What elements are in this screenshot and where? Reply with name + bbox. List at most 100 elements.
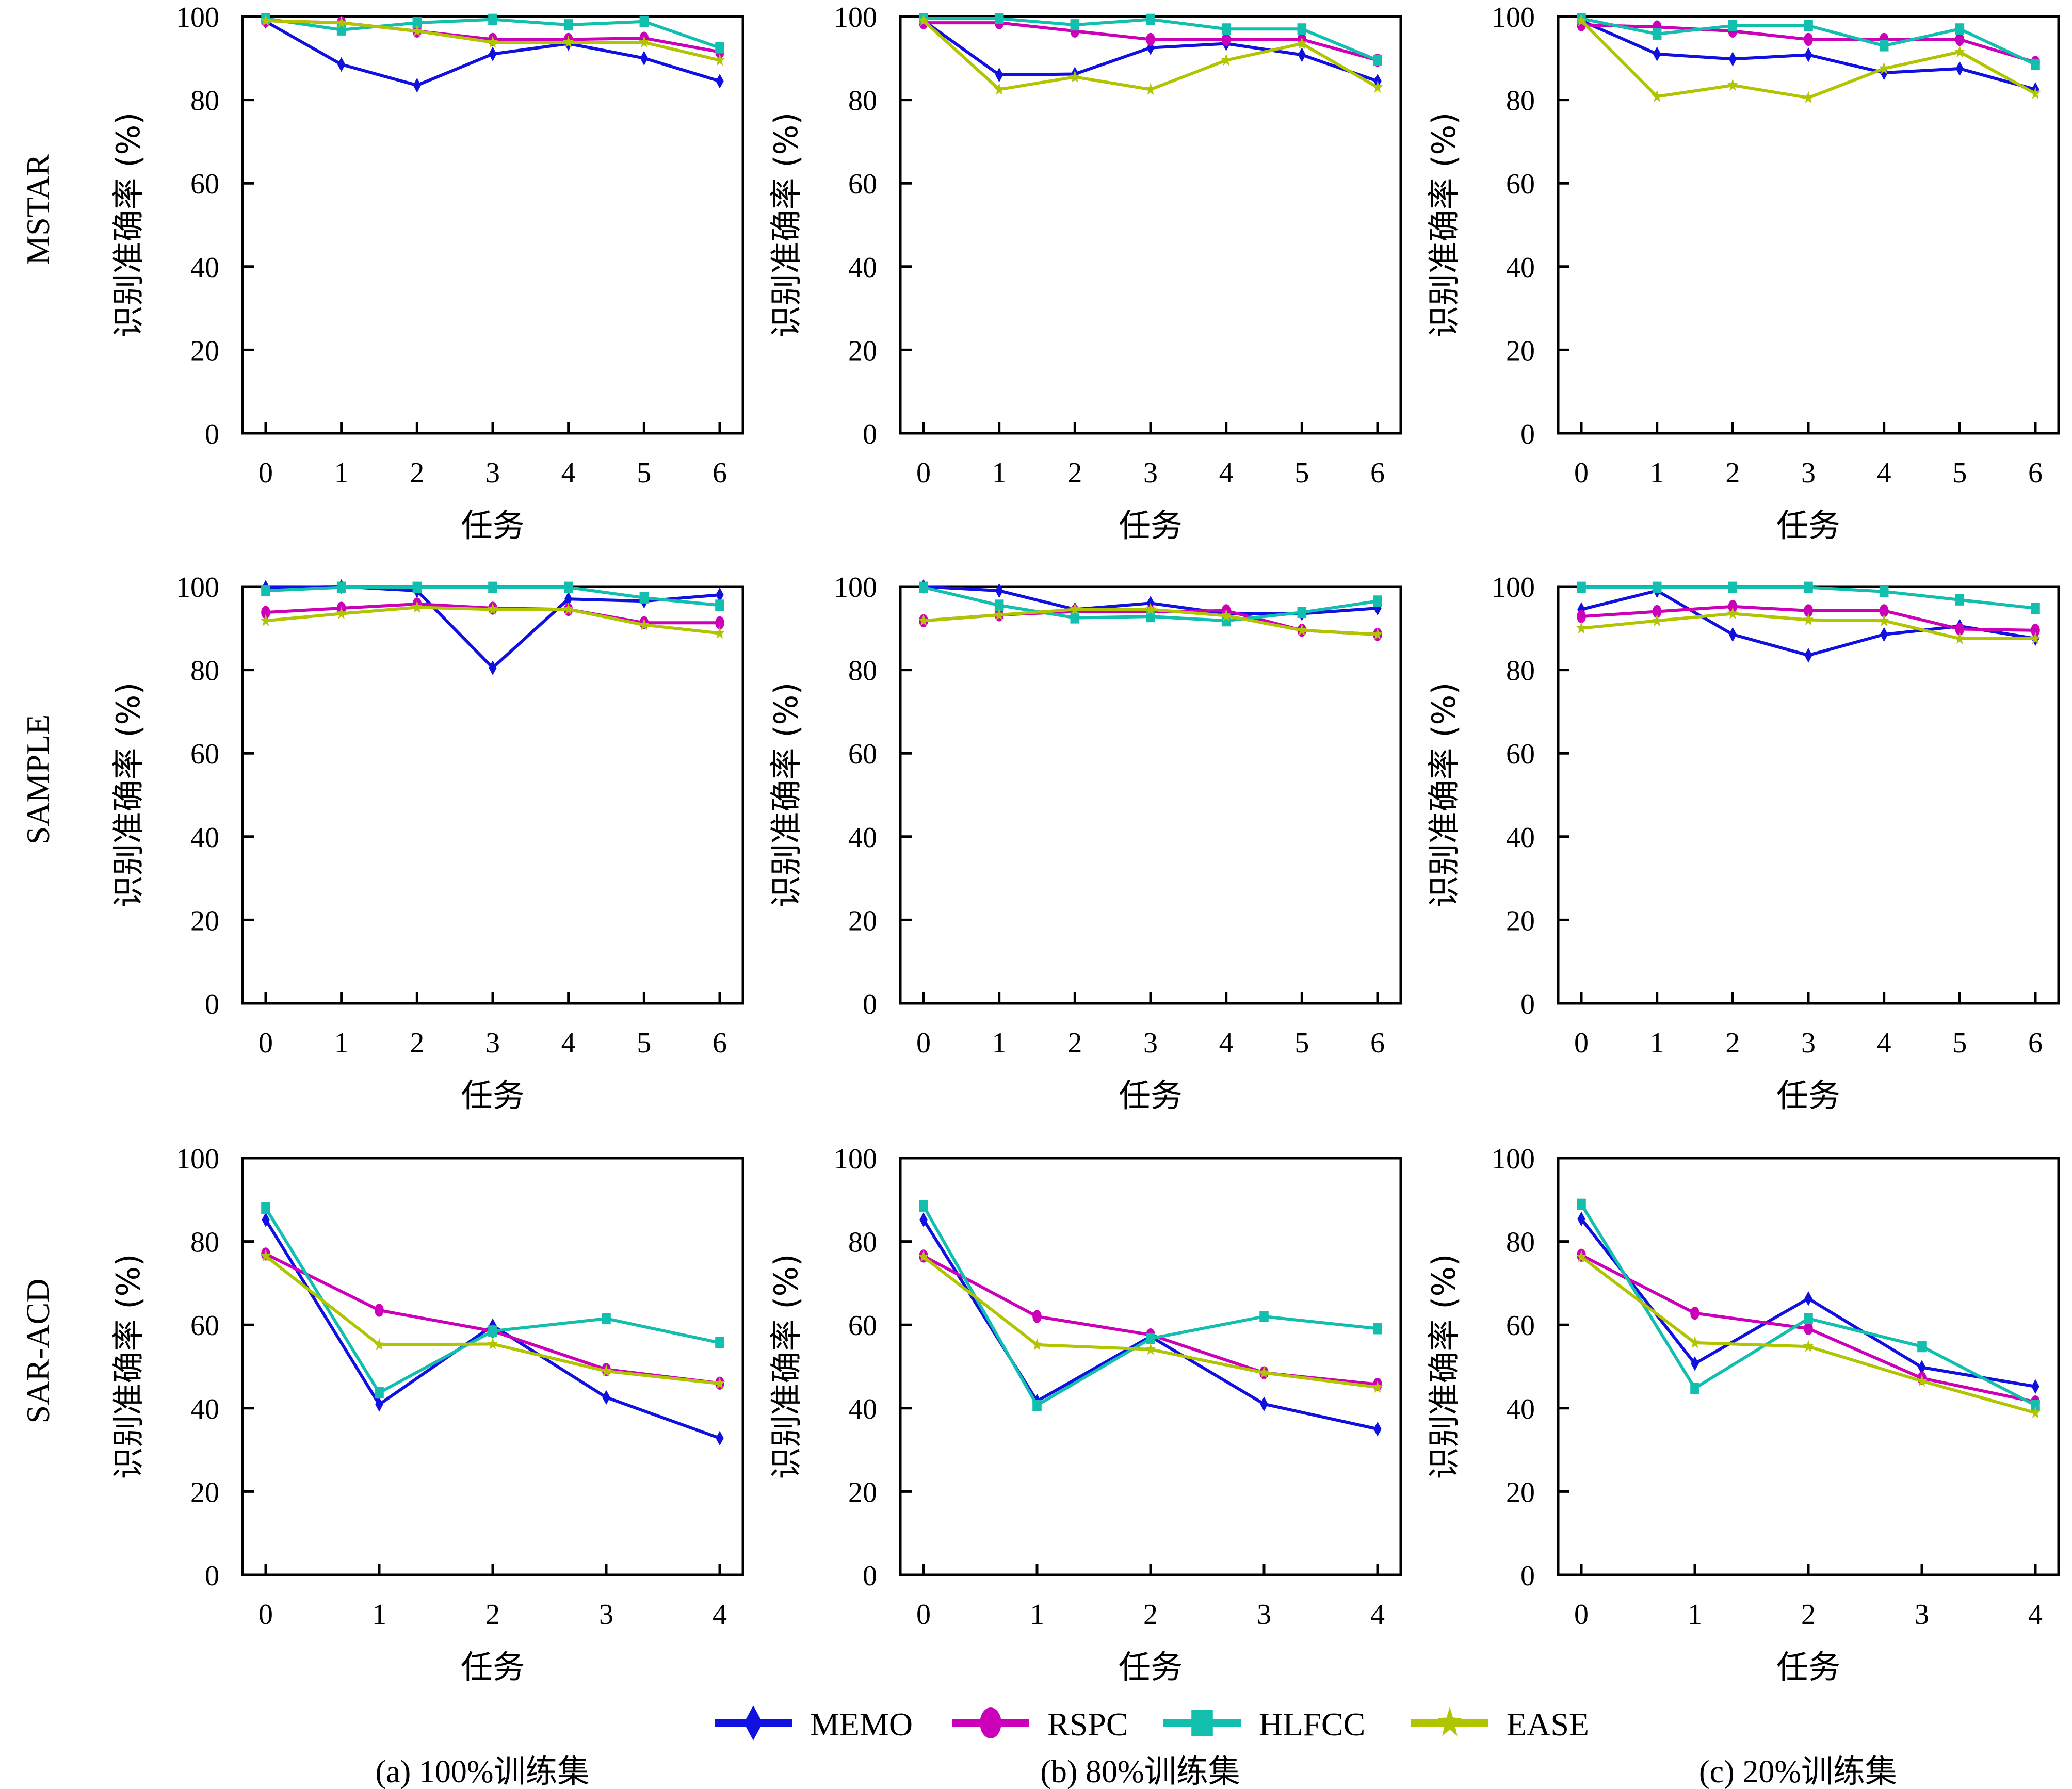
y-axis-title: 识别准确率 (%) — [1425, 112, 1463, 338]
x-tick-label: 3 — [599, 1599, 613, 1631]
data-point-memo — [337, 57, 346, 72]
y-tick-label: 20 — [190, 1476, 219, 1508]
data-point-memo — [1146, 40, 1155, 55]
y-tick-label: 100 — [176, 1143, 219, 1175]
data-point-rspc — [1804, 32, 1813, 46]
data-point-hlfcc — [1879, 586, 1889, 597]
data-point-ease — [336, 607, 347, 620]
y-tick-label: 100 — [176, 2, 219, 34]
chart-panel-sar-acd-b: 0 20 40 60 80 100 0 1 2 3 4 任务 识别准确率 (%) — [767, 1143, 1402, 1686]
row-label-mstar: MSTAR — [20, 154, 56, 265]
data-point-ease — [1803, 613, 1814, 626]
x-tick-label: 6 — [713, 457, 727, 489]
legend-item-hlfcc: HLFCC — [1163, 1706, 1365, 1743]
series-ease — [918, 13, 1383, 95]
y-tick-label: 0 — [863, 1560, 877, 1592]
x-tick-label: 1 — [992, 1027, 1007, 1059]
data-point-ease — [639, 35, 650, 48]
x-tick-label: 0 — [1574, 457, 1589, 489]
y-tick-label: 0 — [1520, 418, 1535, 450]
data-point-hlfcc — [1146, 611, 1155, 623]
data-point-hlfcc — [602, 1313, 611, 1325]
x-tick-label: 4 — [1877, 457, 1891, 489]
x-tick-label: 5 — [1952, 457, 1967, 489]
x-tick-label: 2 — [410, 457, 424, 489]
data-point-hlfcc — [1221, 23, 1231, 35]
data-point-ease — [412, 600, 423, 613]
data-point-hlfcc — [1577, 1198, 1586, 1210]
data-point-ease — [2030, 1406, 2041, 1419]
data-point-rspc — [375, 1304, 384, 1317]
data-point-hlfcc — [715, 1337, 724, 1348]
data-point-ease — [1576, 1250, 1587, 1263]
series-hlfcc — [261, 581, 724, 611]
data-point-hlfcc — [563, 581, 573, 593]
x-tick-label: 6 — [2028, 457, 2043, 489]
data-point-ease — [714, 1376, 725, 1389]
data-point-hlfcc — [994, 13, 1004, 25]
y-tick-label: 40 — [1506, 1393, 1535, 1425]
y-tick-label: 100 — [176, 572, 219, 604]
x-tick-label: 4 — [713, 1599, 727, 1631]
series-ease — [260, 13, 725, 66]
legend-item-rspc: RSPC — [952, 1706, 1128, 1743]
series-hlfcc — [919, 1200, 1382, 1411]
y-tick-label: 40 — [190, 1393, 219, 1425]
y-tick-label: 80 — [848, 85, 877, 117]
y-tick-label: 20 — [1506, 1476, 1535, 1508]
data-point-rspc — [1728, 600, 1738, 613]
y-tick-label: 60 — [848, 738, 877, 770]
chart-panel-sample-b: 0 20 40 60 80 100 0 1 2 3 4 5 6 任务 识别准确率 (%) — [767, 572, 1402, 1114]
data-point-ease — [1954, 45, 1965, 58]
y-tick-label: 40 — [848, 822, 877, 854]
data-point-ease — [1689, 1336, 1701, 1348]
y-tick-label: 60 — [1506, 738, 1535, 770]
series-memo — [1577, 1211, 2039, 1394]
data-point-memo — [1880, 627, 1888, 642]
data-point-memo — [1653, 46, 1661, 62]
x-tick-label: 0 — [916, 457, 931, 489]
x-axis-title: 任务 — [1776, 507, 1840, 544]
x-tick-label: 6 — [1370, 457, 1385, 489]
x-tick-label: 0 — [1574, 1599, 1589, 1631]
x-tick-label: 5 — [1294, 457, 1309, 489]
data-point-hlfcc — [1652, 581, 1662, 593]
data-point-hlfcc — [1917, 1341, 1927, 1353]
x-axis-title: 任务 — [1119, 1077, 1183, 1114]
data-point-hlfcc — [1804, 20, 1813, 31]
legend-label: EASE — [1507, 1706, 1589, 1743]
data-point-ease — [601, 1364, 612, 1377]
chart-panel-mstar-c: 0 20 40 60 80 100 0 1 2 3 4 5 6 任务 识别准确率 (%) — [1425, 2, 2060, 544]
x-tick-label: 3 — [485, 1027, 500, 1059]
data-point-ease — [487, 603, 498, 615]
plot-frame — [899, 15, 1402, 435]
y-tick-label: 80 — [190, 1227, 219, 1259]
data-point-rspc — [261, 606, 270, 619]
legend-label: HLFCC — [1259, 1706, 1365, 1743]
data-point-ease — [1145, 83, 1156, 95]
data-point-ease — [2030, 87, 2041, 100]
y-tick-label: 0 — [863, 988, 877, 1020]
x-tick-label: 2 — [1067, 1027, 1082, 1059]
data-point-hlfcc — [1032, 1400, 1042, 1411]
chart-panel-sample-c: 0 20 40 60 80 100 0 1 2 3 4 5 6 任务 识别准确率 (%) — [1425, 572, 2060, 1114]
x-tick-label: 0 — [916, 1599, 931, 1631]
data-point-hlfcc — [375, 1387, 384, 1398]
x-axis-title: 任务 — [461, 1648, 525, 1686]
data-point-hlfcc — [715, 599, 724, 611]
data-point-hlfcc — [1297, 23, 1307, 35]
y-tick-label: 100 — [834, 2, 877, 34]
data-point-memo — [1577, 602, 1585, 617]
data-point-hlfcc — [715, 42, 724, 54]
x-tick-label: 4 — [1219, 1027, 1234, 1059]
data-point-memo — [1804, 648, 1812, 663]
data-point-ease — [487, 35, 498, 48]
y-tick-label: 0 — [205, 988, 219, 1020]
x-tick-label: 4 — [1219, 457, 1234, 489]
data-point-hlfcc — [1070, 19, 1080, 31]
data-point-memo — [564, 591, 573, 607]
data-point-hlfcc — [919, 581, 928, 593]
data-point-ease — [487, 1337, 498, 1350]
data-point-memo — [716, 587, 724, 603]
y-tick-label: 20 — [190, 335, 219, 367]
